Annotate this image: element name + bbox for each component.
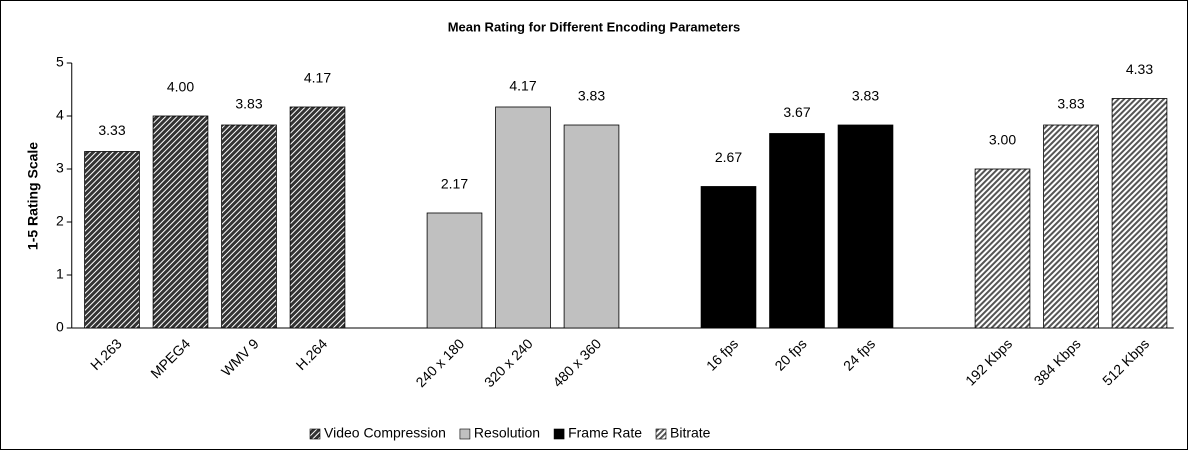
chart-title: Mean Rating for Different Encoding Param…: [448, 19, 741, 34]
x-tick-label: 20 fps: [771, 335, 809, 373]
x-tick-label: H.264: [293, 335, 331, 373]
legend-swatch: [655, 428, 667, 440]
value-label: 2.17: [441, 176, 468, 192]
bar: [426, 212, 483, 329]
x-tick-label: 24 fps: [840, 335, 878, 373]
value-label: 3.00: [989, 132, 1016, 148]
value-label: 3.83: [578, 88, 605, 104]
value-label: 4.17: [304, 70, 331, 86]
bar: [837, 124, 894, 329]
bar: [1111, 98, 1168, 329]
x-tick-label: 240 x 180: [412, 335, 467, 390]
legend-label: Resolution: [474, 425, 540, 441]
bar: [700, 186, 757, 329]
legend-label: Bitrate: [670, 425, 711, 441]
x-tick-label: 384 Kbps: [1031, 335, 1084, 388]
legend-label: Frame Rate: [568, 425, 642, 441]
legend-swatch: [553, 428, 565, 440]
bar: [221, 124, 277, 329]
x-tick-label: MPEG4: [147, 335, 193, 381]
value-label: 3.83: [1057, 96, 1084, 112]
y-tick-label: 0: [56, 319, 64, 335]
value-label: 3.67: [783, 104, 810, 120]
legend-swatch: [459, 428, 471, 440]
bar: [769, 133, 825, 329]
value-label: 3.83: [852, 88, 879, 104]
value-label: 4.33: [1126, 61, 1153, 77]
bar: [974, 168, 1031, 329]
value-label: 3.33: [98, 122, 125, 138]
legend-label: Video Compression: [324, 425, 446, 441]
x-tick-label: H.263: [87, 335, 125, 373]
value-label: 4.17: [509, 78, 536, 94]
value-label: 2.67: [715, 149, 742, 165]
x-tick-label: 16 fps: [703, 335, 741, 373]
x-tick-label: 512 Kbps: [1099, 335, 1152, 388]
bar: [84, 151, 140, 329]
y-tick-label: 5: [56, 54, 64, 70]
y-tick-label: 4: [56, 107, 64, 123]
legend-swatch: [309, 428, 321, 440]
bar: [495, 106, 551, 329]
bar: [152, 115, 209, 329]
x-tick-label: 480 x 360: [549, 335, 604, 390]
bar: [289, 106, 346, 329]
y-tick-label: 1: [56, 266, 64, 282]
x-tick-label: 320 x 240: [481, 335, 536, 390]
y-tick-label: 3: [56, 160, 64, 176]
y-tick-label: 2: [56, 213, 64, 229]
value-label: 4.00: [167, 79, 194, 95]
bar: [1043, 124, 1099, 329]
bar: [563, 124, 620, 329]
value-label: 3.83: [235, 96, 262, 112]
x-tick-label: 192 Kbps: [962, 335, 1015, 388]
x-tick-label: WMV 9: [218, 335, 262, 379]
y-axis-label: 1-5 Rating Scale: [25, 142, 41, 250]
